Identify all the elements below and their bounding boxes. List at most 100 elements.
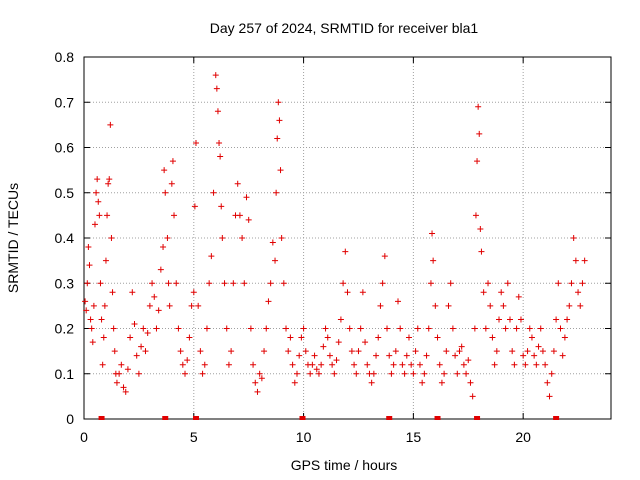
data-point — [102, 257, 109, 264]
data-point — [475, 103, 482, 110]
data-point — [280, 280, 287, 287]
data-point — [423, 352, 430, 359]
data-point — [542, 361, 549, 368]
data-point — [557, 325, 564, 332]
data-point — [241, 280, 248, 287]
data-point — [405, 334, 412, 341]
data-point — [309, 361, 316, 368]
data-point — [333, 357, 340, 364]
data-point — [575, 289, 582, 296]
data-point — [419, 379, 426, 386]
data-point — [108, 235, 115, 241]
data-point — [142, 348, 149, 355]
data-point — [498, 289, 505, 296]
gap-marker — [162, 416, 169, 420]
data-point — [144, 330, 151, 337]
y-tick-label: 0 — [66, 411, 74, 427]
data-point — [436, 361, 443, 368]
data-point — [445, 302, 452, 309]
data-point — [216, 139, 223, 146]
data-point — [568, 280, 575, 287]
data-point — [471, 325, 478, 332]
data-point — [381, 253, 388, 260]
data-point — [118, 361, 125, 368]
data-point — [87, 316, 94, 323]
data-point — [416, 361, 423, 368]
data-point — [171, 212, 178, 219]
data-point — [326, 352, 333, 359]
data-point — [218, 203, 225, 210]
data-point — [373, 352, 380, 359]
data-point — [182, 370, 189, 377]
data-point — [85, 244, 92, 251]
y-tick-label: 0.6 — [55, 140, 75, 156]
data-point — [157, 266, 164, 273]
data-point — [480, 289, 487, 296]
data-point — [106, 176, 113, 183]
data-point — [206, 280, 213, 287]
data-point — [116, 370, 123, 377]
data-point — [335, 339, 342, 346]
data-point — [362, 339, 369, 346]
data-point — [559, 352, 566, 359]
data-point — [179, 361, 186, 368]
gap-marker — [386, 416, 393, 420]
data-point — [151, 293, 158, 300]
data-point — [427, 280, 434, 287]
data-point — [395, 298, 402, 305]
data-point — [221, 280, 228, 287]
data-point — [146, 302, 153, 309]
data-point — [99, 361, 106, 368]
data-point — [388, 370, 395, 377]
data-point — [203, 325, 210, 332]
data-point — [397, 325, 404, 332]
data-point — [191, 203, 198, 210]
data-point — [113, 379, 120, 386]
data-point — [169, 158, 176, 165]
data-point — [149, 280, 156, 287]
data-point — [533, 361, 540, 368]
data-point — [225, 361, 232, 368]
data-point — [390, 361, 397, 368]
data-point — [346, 325, 353, 332]
data-point — [293, 370, 300, 377]
data-point — [324, 334, 331, 341]
y-axis-label: SRMTID / TECUs — [5, 183, 21, 293]
data-point — [456, 348, 463, 355]
data-point — [234, 180, 241, 187]
data-point — [254, 388, 261, 395]
data-point — [138, 343, 145, 350]
data-point — [192, 139, 199, 146]
data-point — [320, 343, 327, 350]
data-point — [463, 370, 470, 377]
data-point — [307, 370, 314, 377]
data-point — [434, 334, 441, 341]
x-axis-label: GPS time / hours — [291, 457, 398, 473]
data-point — [337, 316, 344, 323]
y-tick-label: 0.7 — [55, 94, 75, 110]
data-point — [223, 325, 230, 332]
data-point — [537, 325, 544, 332]
data-point — [531, 352, 538, 359]
data-point — [357, 325, 364, 332]
y-tick-label: 0.3 — [55, 275, 75, 291]
data-point — [236, 212, 243, 219]
data-point — [124, 366, 131, 373]
data-point — [287, 334, 294, 341]
data-point — [482, 325, 489, 332]
gap-marker — [474, 416, 481, 420]
data-point — [277, 167, 284, 174]
data-point — [201, 361, 208, 368]
data-point — [265, 298, 272, 305]
data-point — [353, 370, 360, 377]
data-point — [155, 307, 162, 314]
data-point — [535, 343, 542, 350]
data-point — [105, 180, 112, 187]
data-point — [432, 302, 439, 309]
x-tick-label: 0 — [80, 429, 88, 445]
data-point — [239, 235, 246, 241]
data-point — [86, 262, 93, 269]
data-point — [515, 293, 522, 300]
data-point — [101, 302, 108, 309]
data-point — [300, 325, 307, 332]
